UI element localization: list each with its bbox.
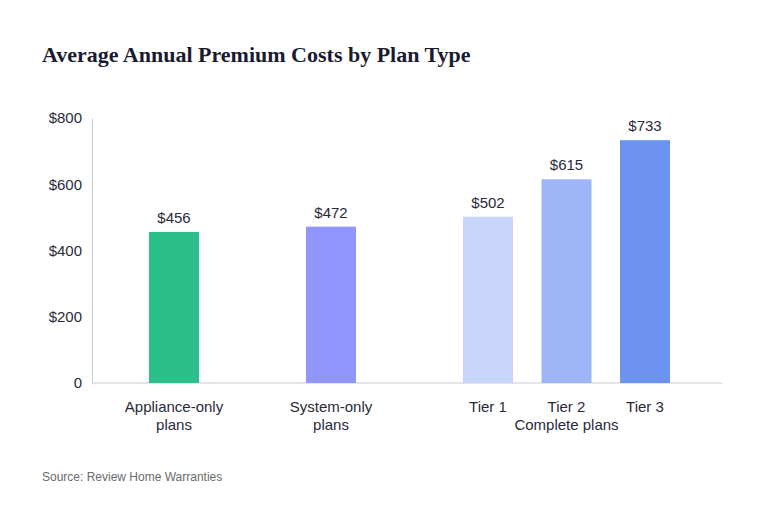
x-tick-label: System-onlyplans	[290, 398, 373, 433]
chart-container: Average Annual Premium Costs by Plan Typ…	[0, 0, 768, 512]
data-labels: $456 $472 $502 $615 $733	[157, 117, 661, 226]
y-tick-label: 0	[74, 374, 82, 391]
data-label: $456	[157, 209, 190, 226]
data-label: $615	[550, 156, 583, 173]
title: Average Annual Premium Costs by Plan Typ…	[42, 42, 471, 67]
bar	[463, 217, 513, 383]
x-tick-label-line: plans	[156, 416, 192, 433]
y-tick-label: $600	[49, 176, 82, 193]
y-tick-label: $400	[49, 242, 82, 259]
x-tick-label: Tier 3	[626, 398, 664, 415]
x-tick-label-line: System-only	[290, 398, 373, 415]
y-tick: 0	[74, 374, 92, 391]
y-axis: 0 $200 $400 $600 $800	[49, 109, 93, 391]
y-tick: $400	[49, 242, 92, 259]
y-tick: $200	[49, 308, 92, 325]
y-tick: $600	[49, 176, 92, 193]
x-tick-label-line: Tier 2	[548, 398, 586, 415]
x-axis: Appliance-onlyplansSystem-onlyplansTier …	[125, 398, 664, 433]
chart-svg: Average Annual Premium Costs by Plan Typ…	[0, 0, 768, 512]
x-tick-label-line: Appliance-only	[125, 398, 224, 415]
source: Source: Review Home Warranties	[42, 470, 222, 484]
y-tick: $800	[49, 109, 92, 126]
y-tick-label: $200	[49, 308, 82, 325]
x-tick-label: Tier 2	[548, 398, 586, 415]
bar	[149, 232, 199, 383]
bar	[306, 227, 356, 383]
bars	[149, 140, 670, 383]
x-tick-label-line: Tier 3	[626, 398, 664, 415]
bar	[620, 140, 670, 383]
bar	[542, 179, 592, 383]
x-tick-label: Appliance-onlyplans	[125, 398, 224, 433]
y-axis-line	[92, 119, 93, 384]
data-label: $502	[471, 194, 504, 211]
data-label: $472	[314, 204, 347, 221]
x-tick-label-line: plans	[313, 416, 349, 433]
data-label: $733	[628, 117, 661, 134]
y-tick-label: $800	[49, 109, 82, 126]
category-group-label: Complete plans	[514, 416, 618, 433]
x-tick-label: Tier 1	[469, 398, 507, 415]
x-tick-label-line: Tier 1	[469, 398, 507, 415]
